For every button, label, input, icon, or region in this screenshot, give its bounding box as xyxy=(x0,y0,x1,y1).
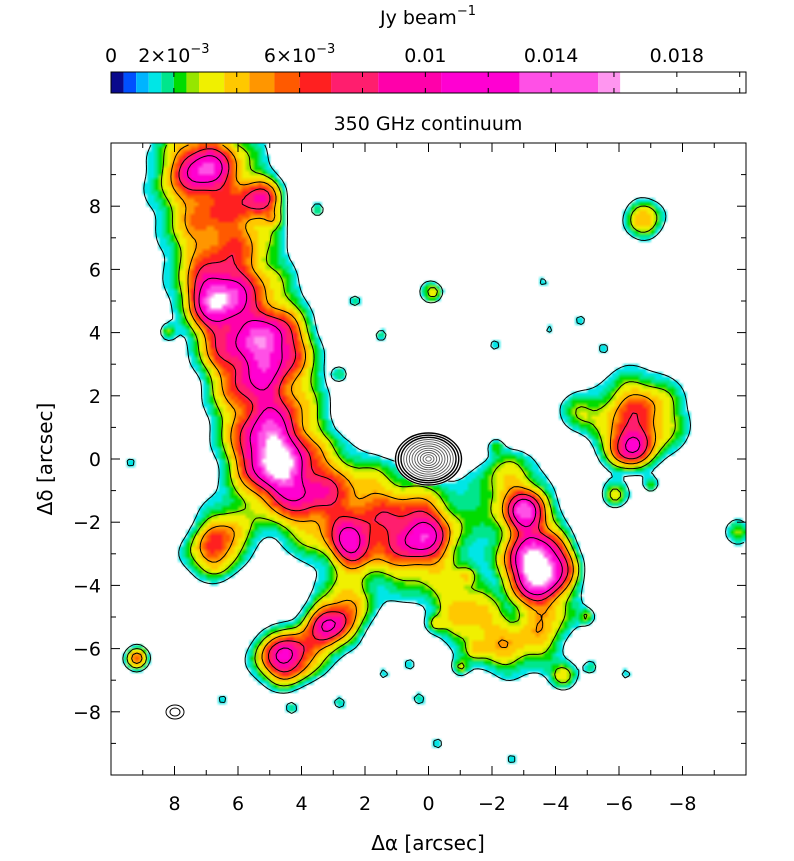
colorbar-level-5 xyxy=(173,72,187,93)
y-axis-ticks: 8 6 4 2 0 −2 −4 −6 −8 xyxy=(73,174,746,744)
isolated-contour xyxy=(169,707,181,717)
colorbar-level-0 xyxy=(111,72,124,93)
x-tick-label: 6 xyxy=(232,793,244,815)
point-source-contour xyxy=(425,456,432,462)
colorbar-level-3 xyxy=(148,72,162,93)
point-source-contour xyxy=(408,443,449,475)
x-tick-label: 8 xyxy=(168,793,180,815)
colorbar xyxy=(110,71,747,94)
colorbar-tick-label: 0 xyxy=(105,45,117,67)
point-source-halo xyxy=(394,432,463,486)
contour-level-0 xyxy=(122,144,745,763)
colorbar-level-12 xyxy=(331,72,379,93)
point-source-contour xyxy=(400,436,457,482)
colorbar-level-14 xyxy=(441,72,520,93)
contour-level-3 xyxy=(178,148,648,673)
colorbar-level-16 xyxy=(598,72,621,93)
colorbar-tick-label: 0.01 xyxy=(404,45,446,67)
colorbar-level-4 xyxy=(161,72,174,93)
colorbar-level-15 xyxy=(519,72,599,93)
y-tick-label: 4 xyxy=(89,323,101,345)
y-tick-label: −6 xyxy=(73,639,101,661)
colorbar-title: Jy beam−1 xyxy=(379,4,476,29)
x-tick-label: 2 xyxy=(359,793,371,815)
point-source-contour xyxy=(397,434,460,484)
contour-lines xyxy=(122,144,745,763)
isolated-contour xyxy=(165,704,185,720)
colorbar-tick-label: 0.018 xyxy=(650,45,704,67)
y-tick-label: 6 xyxy=(89,259,101,281)
colorbar-unit-exponent: −1 xyxy=(457,4,476,19)
colorbar-level-7 xyxy=(199,72,225,93)
colorbar-level-2 xyxy=(136,72,149,93)
x-axis-ticks: 8 6 4 2 0 −2 −4 −6 −8 xyxy=(142,143,715,815)
colorbar-level-10 xyxy=(274,72,300,93)
colorbar-level-17 xyxy=(620,72,746,93)
y-tick-label: −2 xyxy=(73,512,101,534)
colorbar-tick-labels: 0 2×10−3 6×10−3 0.01 0.014 0.018 xyxy=(105,42,704,67)
colorbar-unit: Jy beam xyxy=(379,7,457,29)
x-tick-label: −6 xyxy=(605,793,633,815)
colorbar-tick-label: 0.014 xyxy=(524,45,578,67)
x-tick-label: −8 xyxy=(668,793,696,815)
y-tick-label: 8 xyxy=(89,196,101,218)
colorbar-level-8 xyxy=(224,72,250,93)
x-tick-label: 0 xyxy=(422,793,434,815)
contour-level-4 xyxy=(186,155,641,664)
chart-title: 350 GHz continuum xyxy=(334,113,523,135)
point-source-contour xyxy=(414,447,443,471)
point-source-contour xyxy=(417,449,440,469)
x-tick-label: −2 xyxy=(478,793,506,815)
x-axis-label: Δα [arcsec] xyxy=(371,831,485,855)
y-tick-label: −4 xyxy=(73,575,101,597)
point-source-contour xyxy=(406,441,451,477)
point-source-contour xyxy=(422,454,435,464)
colorbar-level-1 xyxy=(123,72,137,93)
colorbar-level-13 xyxy=(378,72,442,93)
colorbar-level-6 xyxy=(186,72,200,93)
y-axis-label: Δδ [arcsec] xyxy=(33,403,57,516)
point-source-contour xyxy=(403,439,454,479)
y-tick-label: 2 xyxy=(89,386,101,408)
point-source-contour xyxy=(411,445,446,473)
colorbar-frame xyxy=(110,71,747,94)
colorbar-level-9 xyxy=(249,72,275,93)
contour-level-1 xyxy=(126,144,676,687)
colorbar-level-11 xyxy=(299,72,332,93)
y-tick-label: 0 xyxy=(89,449,101,471)
contour-level-2 xyxy=(131,144,657,680)
colorbar-tick-label: 6×10−3 xyxy=(264,42,335,67)
x-tick-label: 4 xyxy=(295,793,307,815)
colorbar-tick-label: 2×10−3 xyxy=(138,42,209,67)
x-tick-label: −4 xyxy=(541,793,569,815)
point-source-contour xyxy=(394,432,463,486)
y-tick-label: −8 xyxy=(73,702,101,724)
point-source-contour xyxy=(419,452,438,466)
